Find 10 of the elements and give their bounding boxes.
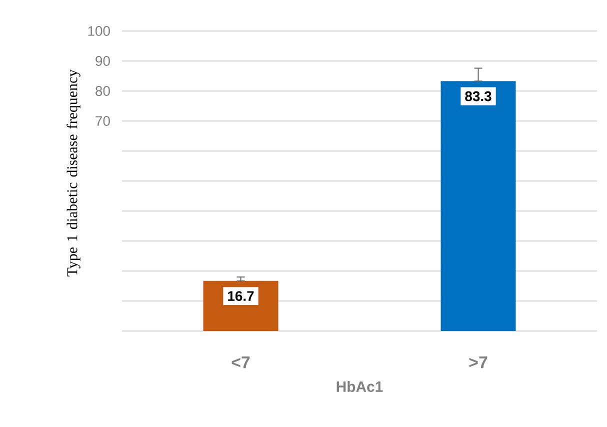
data-label: 83.3 xyxy=(465,91,492,102)
y-tick-label: 90 xyxy=(96,56,110,66)
y-tick-label: 80 xyxy=(96,86,110,96)
data-label: 16.7 xyxy=(228,291,254,301)
x-axis-title: HbAc1 xyxy=(336,381,383,392)
y-axis-title: Type 1 diabetic disease frequency xyxy=(66,69,80,276)
x-tick-label: >7 xyxy=(469,356,488,368)
y-tick-label: 100 xyxy=(88,26,110,36)
y-tick-label: 70 xyxy=(96,116,110,126)
x-tick-label: <7 xyxy=(232,356,250,368)
